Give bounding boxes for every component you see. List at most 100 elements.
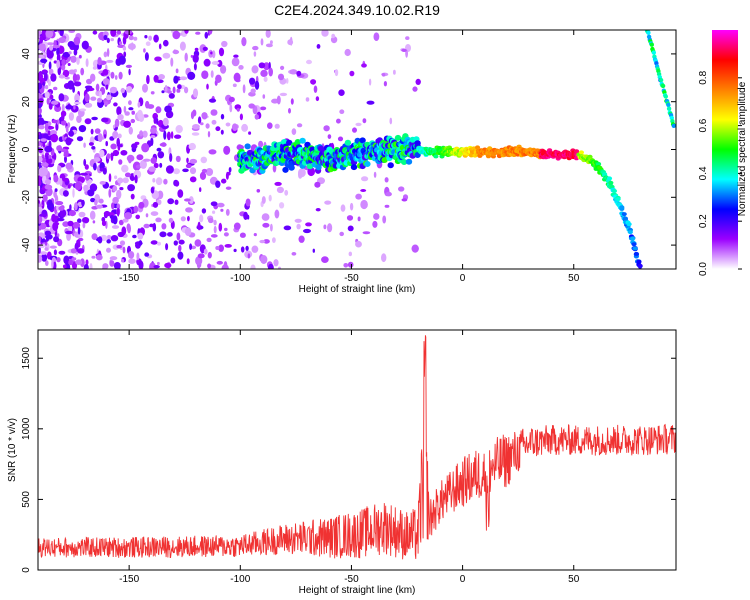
spectrogram-y-ticks: -40 -20 0 20 40 <box>21 48 676 252</box>
spectrogram-cell <box>208 217 214 224</box>
spectrogram-cell <box>132 234 137 239</box>
spectrogram-cell <box>184 52 188 62</box>
spectrogram-cell <box>43 133 49 139</box>
spectrogram-cell <box>170 131 174 139</box>
spectrogram-cell <box>177 189 184 198</box>
spectrogram-cell <box>65 230 73 235</box>
spectrogram-cell <box>337 136 344 142</box>
spectrogram-cell <box>152 112 158 120</box>
spectrogram-cell <box>105 141 108 147</box>
spectrogram-cell <box>220 129 224 135</box>
spectrogram-cell <box>128 251 135 259</box>
spectrogram-cell <box>137 109 143 120</box>
spectrogram-cell <box>211 119 217 125</box>
spectrogram-cell <box>277 73 285 81</box>
x-tick-label: -50 <box>344 273 359 284</box>
spectrogram-cell <box>163 39 169 47</box>
spectrogram-cell <box>159 162 163 168</box>
spectrogram-cell <box>136 154 144 161</box>
spectrogram-cell <box>274 181 282 186</box>
y-tick-label: 20 <box>21 96 32 108</box>
spectrogram-cell <box>225 186 232 190</box>
spectrogram-cell <box>122 246 126 254</box>
spectrogram-cell <box>106 37 110 44</box>
spectrogram-cell <box>91 233 98 241</box>
spectrogram-cell <box>39 35 44 44</box>
spectrogram-cell <box>157 190 164 200</box>
spectrogram-cell <box>124 212 132 220</box>
snr-y-label: SNR (10 * v/v) <box>7 418 18 482</box>
spectrogram-cell <box>360 189 367 192</box>
spectrogram-x-ticks: -150 -100 -50 0 50 <box>119 30 580 284</box>
spectrogram-cell <box>101 220 107 227</box>
spectrogram-cell <box>85 86 90 92</box>
spectrogram-cell <box>135 214 140 220</box>
spectrogram-cell <box>249 77 256 85</box>
spectrogram-cell <box>168 217 174 223</box>
spectrogram-cell <box>216 260 223 265</box>
spectrogram-cell <box>133 36 138 41</box>
aliased-ridge-cell <box>663 94 668 99</box>
spectrogram-cell <box>227 171 231 176</box>
spectrogram-cell <box>307 167 316 177</box>
spectrogram-cell <box>146 74 150 85</box>
ridge-cell <box>615 197 621 202</box>
snr-x-ticks: -150 -100 -50 0 50 <box>119 330 580 585</box>
spectrogram-cell <box>175 68 179 74</box>
spectrogram-cell <box>174 134 182 139</box>
spectrogram-cell <box>178 239 185 245</box>
spectrogram-cell <box>112 215 118 225</box>
aliased-ridge-cell <box>646 30 651 35</box>
spectrogram-cell <box>260 106 267 111</box>
spectrogram-cell <box>50 133 59 143</box>
spectrogram-cell <box>223 232 229 237</box>
spectrogram-cell <box>118 219 124 226</box>
spectrogram-cell <box>38 43 46 51</box>
ridge-cell <box>433 154 439 159</box>
spectrogram-cell <box>189 167 197 175</box>
spectrogram-cell <box>185 163 192 169</box>
spectrogram-cell <box>48 126 55 130</box>
spectrogram-cell <box>256 189 261 193</box>
spectrogram-cell <box>83 263 89 269</box>
spectrogram-cell <box>119 144 123 148</box>
chart-title: C2E4.2024.349.10.02.R19 <box>274 2 440 18</box>
spectrogram-cell <box>184 198 191 202</box>
spectrogram-cell <box>44 91 50 99</box>
spectrogram-cell <box>260 69 268 77</box>
spectrogram-cell <box>116 244 122 249</box>
spectrogram-cell <box>103 34 108 41</box>
spectrogram-cell <box>155 217 162 223</box>
spectrogram-cell <box>67 220 74 227</box>
spectrogram-cell <box>124 30 133 35</box>
x-tick-label: -100 <box>230 574 250 585</box>
spectrogram-cell <box>50 73 57 82</box>
spectrogram-cell <box>212 210 216 214</box>
spectrogram-cell <box>143 48 146 53</box>
spectrogram-cell <box>92 66 97 70</box>
spectrogram-cell <box>109 260 115 267</box>
spectrogram-cell <box>143 223 150 229</box>
spectrogram-points <box>38 30 421 269</box>
spectrogram-cell <box>175 125 183 134</box>
spectrogram-cell <box>98 198 104 204</box>
spectrogram-cell <box>310 79 317 85</box>
spectrogram-cell <box>48 68 54 76</box>
spectrogram-cell <box>355 193 362 200</box>
spectrogram-cell <box>336 118 341 124</box>
ridge-cell <box>437 146 443 150</box>
spectrogram-cell <box>38 124 45 130</box>
x-tick-label: -150 <box>119 273 139 284</box>
spectrogram-cell <box>94 128 101 134</box>
spectrogram-cell <box>197 253 205 259</box>
spectrogram-cell <box>242 84 246 94</box>
spectrogram-cell <box>254 114 259 120</box>
spectrogram-cell <box>153 74 159 83</box>
spectrogram-cell <box>189 176 197 183</box>
spectrogram-y-label: Frequency (Hz) <box>7 115 18 184</box>
spectrogram-cell <box>121 164 129 173</box>
spectrogram-cell <box>258 140 264 148</box>
spectrogram-cell <box>166 131 171 141</box>
spectrogram-cell <box>290 98 294 105</box>
ridge-cell <box>315 164 322 171</box>
